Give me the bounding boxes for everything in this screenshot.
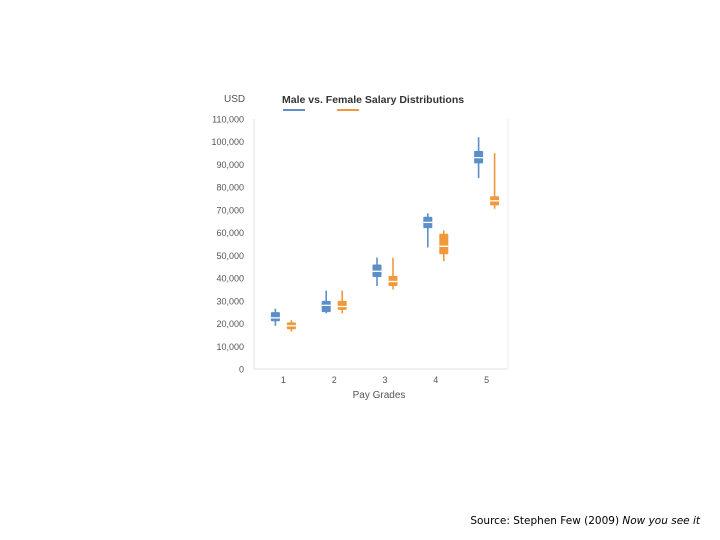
x-tick-label: 4 bbox=[433, 375, 438, 385]
y-tick-label: 10,000 bbox=[216, 342, 244, 352]
y-tick-label: 110,000 bbox=[212, 115, 244, 125]
box-mark bbox=[337, 290, 347, 314]
y-tick-label: 0 bbox=[239, 365, 244, 375]
box-iqr bbox=[337, 300, 347, 310]
y-tick-label: 80,000 bbox=[216, 183, 244, 193]
box-mark bbox=[270, 308, 280, 326]
box-mark bbox=[474, 137, 484, 179]
source-prefix: Source: Stephen Few (2009) bbox=[470, 515, 623, 527]
y-tick-label: 30,000 bbox=[216, 296, 244, 306]
box-mark bbox=[372, 257, 382, 287]
box-mark bbox=[286, 320, 296, 332]
box-mark bbox=[439, 230, 449, 262]
box-marks bbox=[270, 137, 500, 332]
y-tick-label: 20,000 bbox=[216, 319, 244, 329]
x-tick-label: 1 bbox=[281, 375, 286, 385]
x-tick-label: 3 bbox=[382, 375, 387, 385]
box-mark bbox=[423, 213, 433, 248]
y-tick-labels: 0 10,000 20,000 30,000 40,000 50,000 60,000 70,… bbox=[211, 115, 244, 375]
box-iqr bbox=[270, 312, 280, 322]
source-title: Now you see it bbox=[622, 515, 700, 527]
x-axis-label: Pay Grades bbox=[353, 390, 406, 401]
box-mark bbox=[490, 153, 500, 209]
y-tick-label: 40,000 bbox=[216, 274, 244, 284]
chart-title: Male vs. Female Salary Distributions bbox=[282, 94, 464, 106]
y-tick-label: 60,000 bbox=[216, 228, 244, 238]
box-iqr bbox=[439, 233, 449, 255]
x-tick-labels: 1 2 3 4 5 bbox=[281, 375, 489, 385]
box-iqr bbox=[321, 300, 331, 313]
x-tick-label: 5 bbox=[484, 375, 489, 385]
box-mark bbox=[388, 257, 398, 290]
x-tick-label: 2 bbox=[332, 375, 337, 385]
y-tick-label: 100,000 bbox=[211, 137, 244, 147]
source-citation: Source: Stephen Few (2009) Now you see i… bbox=[470, 515, 700, 527]
box-mark bbox=[321, 290, 331, 314]
y-axis-unit-label: USD bbox=[224, 94, 245, 105]
y-tick-label: 90,000 bbox=[216, 160, 244, 170]
y-tick-label: 70,000 bbox=[216, 205, 244, 215]
y-tick-label: 50,000 bbox=[216, 251, 244, 261]
